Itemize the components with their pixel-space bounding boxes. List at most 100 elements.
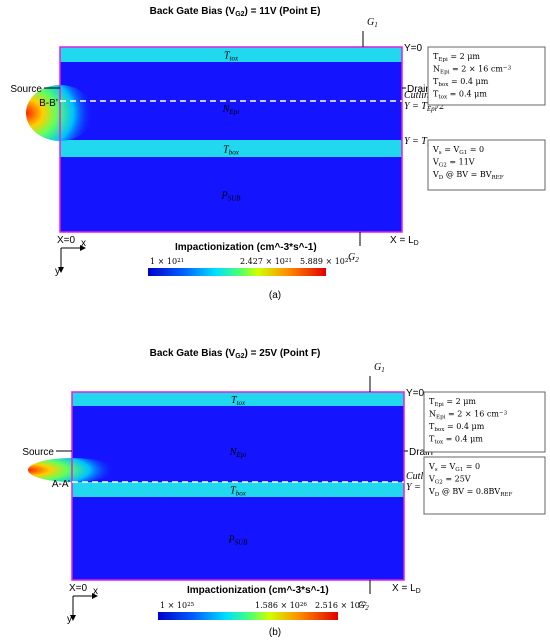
tox-label-part: T	[224, 51, 231, 62]
box-label: Tbox	[230, 486, 247, 498]
drain-label: Drain	[407, 84, 431, 95]
xld-label-part: D	[414, 240, 419, 247]
param-line-part: = 0.4 μm	[444, 422, 484, 431]
param-line-part: = 0.4 μm	[448, 77, 488, 86]
y0-label-part: Y=0	[406, 388, 425, 399]
panel-title-part: Back Gate Bias (V	[150, 6, 236, 17]
param-line-part: Epi	[436, 414, 446, 420]
x-axis-label: x	[93, 586, 98, 597]
param-line-part: T	[433, 90, 439, 99]
bias-line-part: REF	[491, 175, 503, 181]
box-layer	[60, 140, 402, 157]
bias-line-part: @ BV = BV	[443, 170, 491, 179]
sub-label: PSUB	[228, 535, 249, 547]
colorbar-label-part: 26	[300, 602, 308, 608]
box-label: Tbox	[223, 145, 240, 157]
y-axis-label-part: y	[55, 266, 60, 277]
cutline-label-part: Cutline at	[404, 90, 444, 101]
sub-label-part: SUB	[228, 194, 242, 202]
param-line: Ttox = 0.4 μm	[433, 90, 487, 101]
xld-label-part: X = L	[392, 583, 416, 594]
epi-label: NEpi	[229, 447, 246, 459]
param-line-part: tox	[438, 94, 448, 100]
sub-label-part: SUB	[235, 538, 249, 546]
y-axis-label-part: y	[67, 614, 72, 625]
colorbar	[158, 612, 338, 620]
x-axis-label-part: x	[81, 238, 86, 249]
colorbar-label: 1.586 × 1026	[255, 601, 307, 610]
bias-line-part: G2	[439, 162, 447, 168]
param-line: TEpi = 2 μm	[429, 397, 476, 408]
cutline-label: Y = TEpi/2	[404, 101, 444, 113]
bias-line-part: D	[439, 175, 444, 181]
x0-label: X=0	[69, 583, 88, 594]
colorbar-title-part: Impactionization (cm^-3*s^-1)	[187, 585, 329, 596]
box-label-part: box	[236, 489, 247, 497]
colorbar-label-part: 21	[177, 258, 184, 264]
x0-label-part: X=0	[69, 583, 88, 594]
epi-label-part: N	[222, 104, 231, 115]
param-line-part: T	[433, 52, 439, 61]
param-line-part: box	[434, 427, 445, 433]
param-line-part: Epi	[438, 57, 448, 63]
bias-line-part: G1	[455, 467, 463, 473]
gate-bottom: G2	[348, 252, 359, 264]
param-line-part: −3	[499, 410, 508, 416]
colorbar-label: 2.427 × 1021	[240, 257, 292, 266]
param-line-part: N	[433, 65, 440, 74]
colorbar-label-part: 1.586 × 10	[255, 601, 300, 610]
colorbar-label-part: 5.889 × 10	[300, 257, 345, 266]
colorbar-label-part: 27	[360, 602, 368, 608]
param-line-part: box	[438, 82, 449, 88]
colorbar-title: Impactionization (cm^-3*s^-1)	[175, 242, 317, 253]
panel-title-part: Back Gate Bias (V	[150, 348, 236, 359]
panel-title-part: G2	[235, 11, 244, 18]
gate-top-part: 1	[374, 21, 378, 29]
epi-label-part: Epi	[235, 451, 246, 459]
gate-bottom-part: 2	[365, 604, 369, 612]
cutline-label-part: Y = T	[404, 101, 428, 112]
param-line-part: T	[429, 397, 435, 406]
cut-name-part: A-A’	[52, 479, 70, 490]
sub-label-part: P	[221, 191, 228, 202]
tox-layer	[72, 392, 404, 406]
bias-line-part: V	[432, 170, 439, 179]
bias-line-part: = 25V	[443, 475, 471, 484]
param-line-part: = 2 × 16 cm	[445, 410, 499, 419]
xld-label: X = LD	[392, 583, 421, 595]
y0-label: Y=0	[404, 43, 423, 54]
bias-line: VG2 = 11V	[432, 158, 475, 169]
param-line-part: T	[429, 422, 435, 431]
param-line-part: T	[433, 77, 439, 86]
gate-top-part: G	[367, 17, 374, 28]
gate-bottom-part: G	[358, 600, 365, 611]
colorbar-label-part: 2.427 × 10	[240, 257, 285, 266]
param-line-part: = 2 × 16 cm	[449, 65, 503, 74]
param-line-part: N	[429, 410, 436, 419]
bias-line-part: V	[432, 145, 439, 154]
box-layer	[72, 482, 404, 497]
bias-line-part: G2	[435, 479, 443, 485]
param-line-part: Epi	[440, 69, 450, 75]
param-line-part: = 0.4 μm	[443, 435, 483, 444]
y0-label: Y=0	[406, 388, 425, 399]
device-border	[71, 391, 405, 581]
bias-line-part: @ BV = 0.8BV	[439, 487, 500, 496]
bias-line-part: = 0	[463, 462, 480, 471]
panel-title-part: G2	[235, 353, 244, 360]
bias-line: Vs = VG1 = 0	[428, 462, 480, 473]
bias-line-part: V	[432, 158, 439, 167]
colorbar-label-part: 2.516 × 10	[315, 601, 360, 610]
gate-top-part: 1	[381, 366, 385, 374]
param-line: Ttox = 0.4 μm	[429, 435, 483, 446]
bias-line: Vs = VG1 = 0	[432, 145, 484, 156]
box-label-part: T	[223, 145, 230, 156]
epi-label-part: N	[229, 447, 238, 458]
xld-label-part: D	[416, 588, 421, 595]
drain-label-part: Drain	[409, 447, 433, 458]
gate-bottom-part: G	[348, 252, 355, 263]
device-border	[59, 46, 403, 233]
param-line-part: −3	[503, 65, 512, 71]
bias-line-part: s	[435, 467, 438, 473]
